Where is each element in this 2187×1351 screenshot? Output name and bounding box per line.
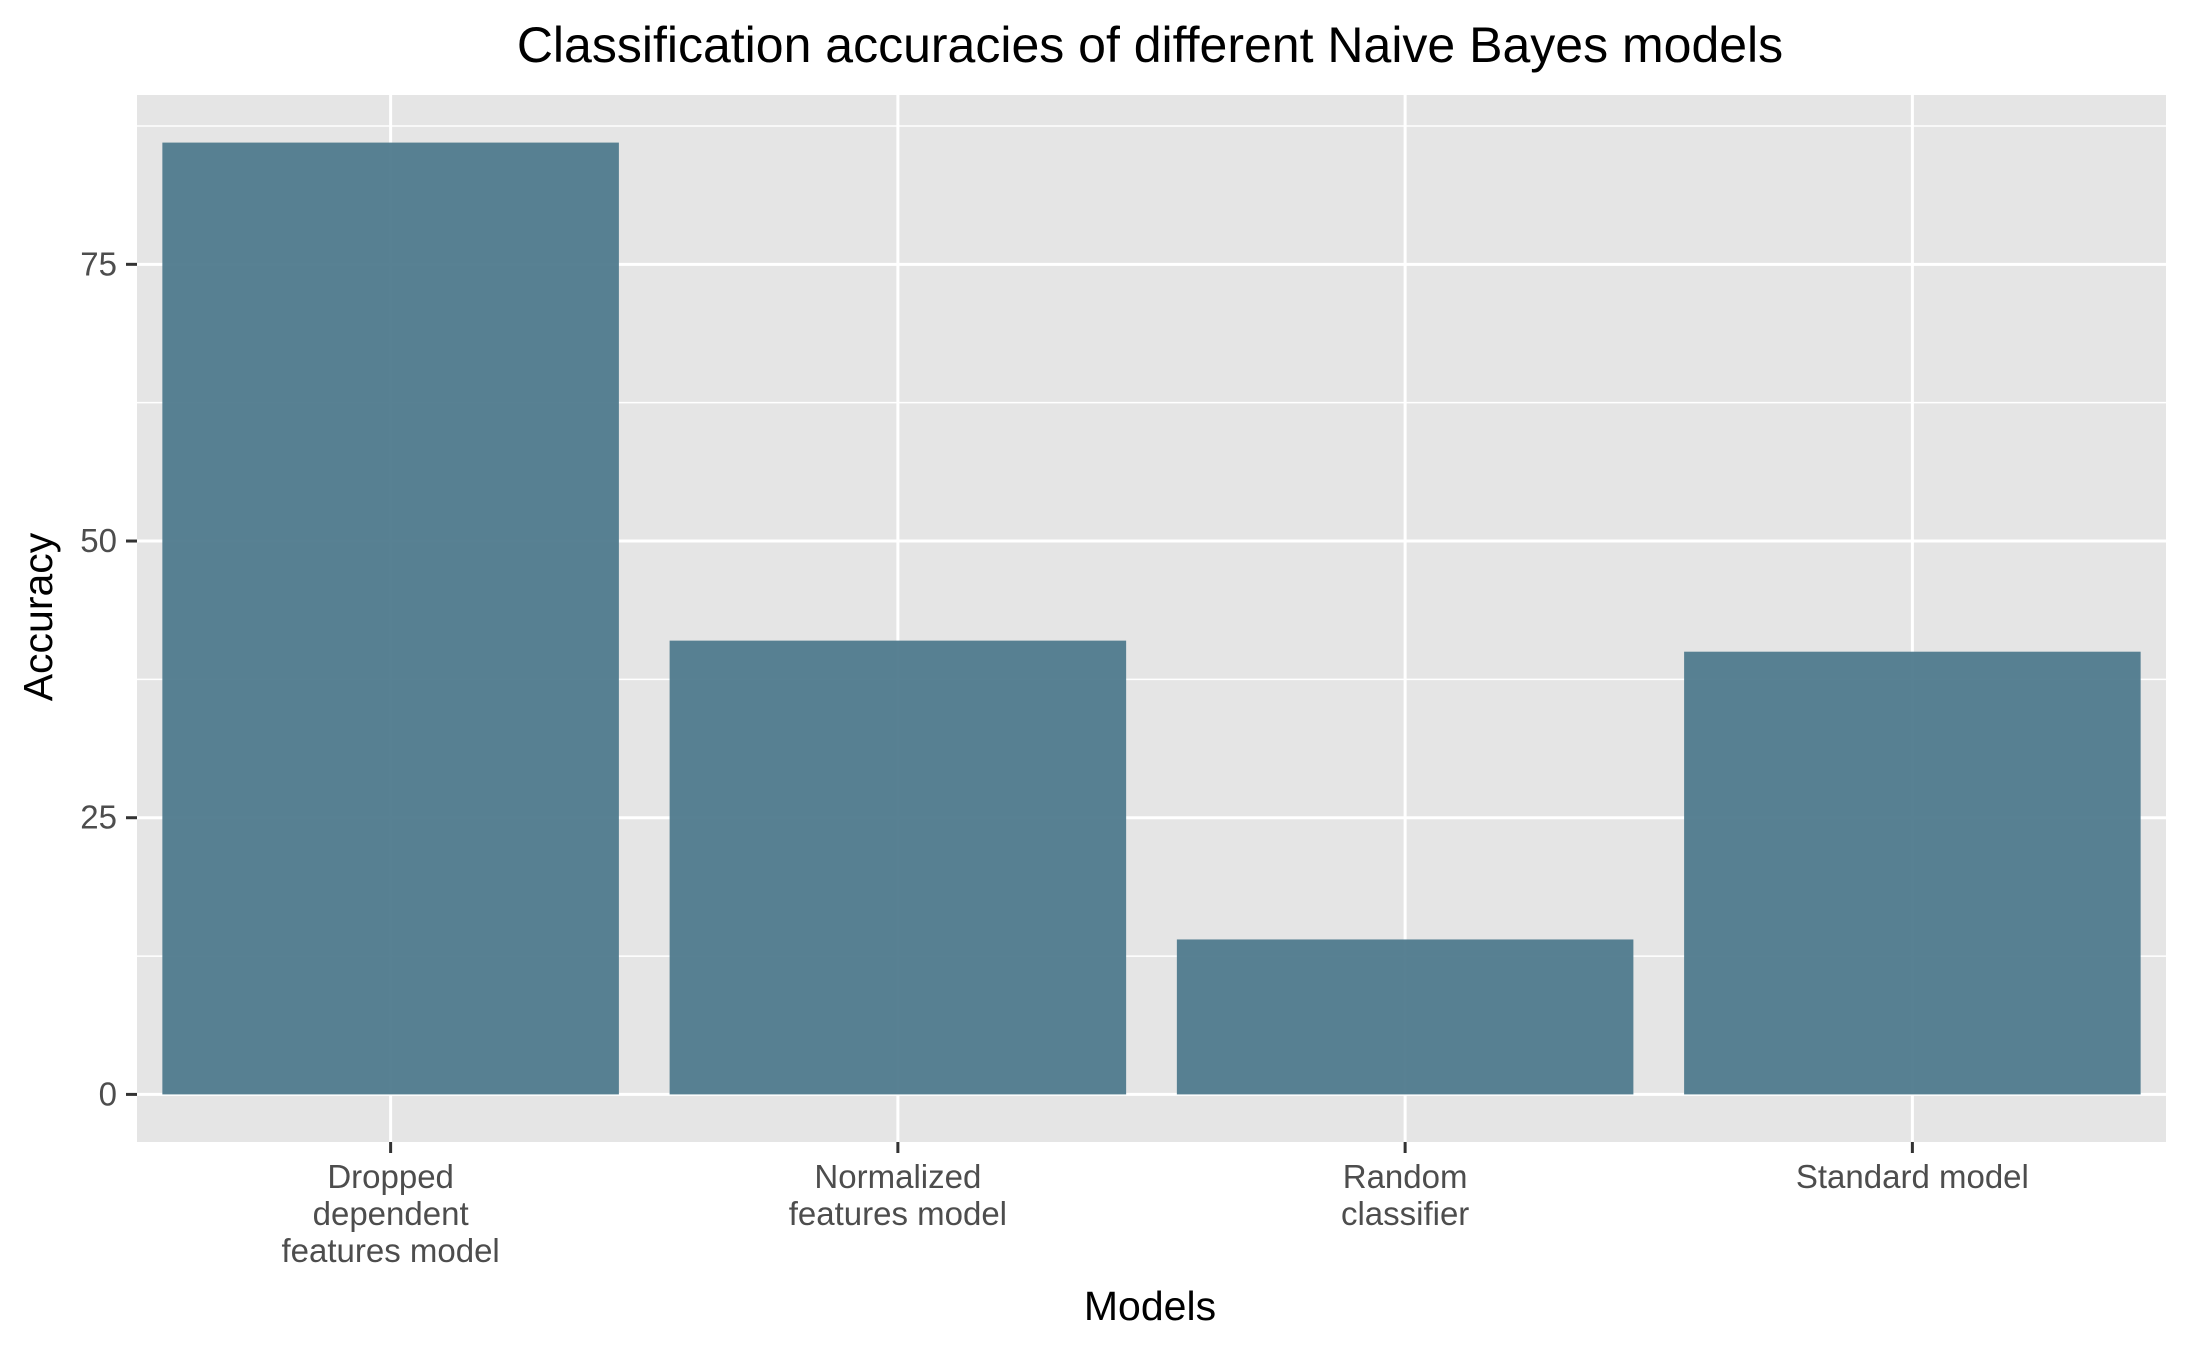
bar (162, 142, 619, 1095)
y-tick-label: 25 (80, 799, 117, 836)
chart-title: Classification accuracies of different N… (517, 17, 1783, 73)
y-axis-title: Accuracy (15, 532, 61, 701)
bar (1176, 939, 1634, 1095)
x-axis: Dropped dependent features model Normalized… (281, 1142, 2029, 1269)
x-tick-label: Dropped dependent features model (281, 1158, 499, 1269)
x-tick-label: Normalized features model (789, 1158, 1007, 1232)
y-tick-label: 50 (80, 522, 117, 559)
x-tick-label: Standard model (1796, 1158, 2029, 1195)
y-axis: 0 25 50 75 (80, 245, 137, 1112)
y-tick-label: 75 (80, 245, 117, 282)
y-tick-label: 0 (99, 1075, 117, 1112)
bar (1684, 651, 2141, 1095)
bar (669, 640, 1127, 1095)
x-tick-label: Random classifier (1341, 1158, 1469, 1232)
x-axis-title: Models (1084, 1283, 1216, 1329)
bars (162, 142, 2141, 1095)
